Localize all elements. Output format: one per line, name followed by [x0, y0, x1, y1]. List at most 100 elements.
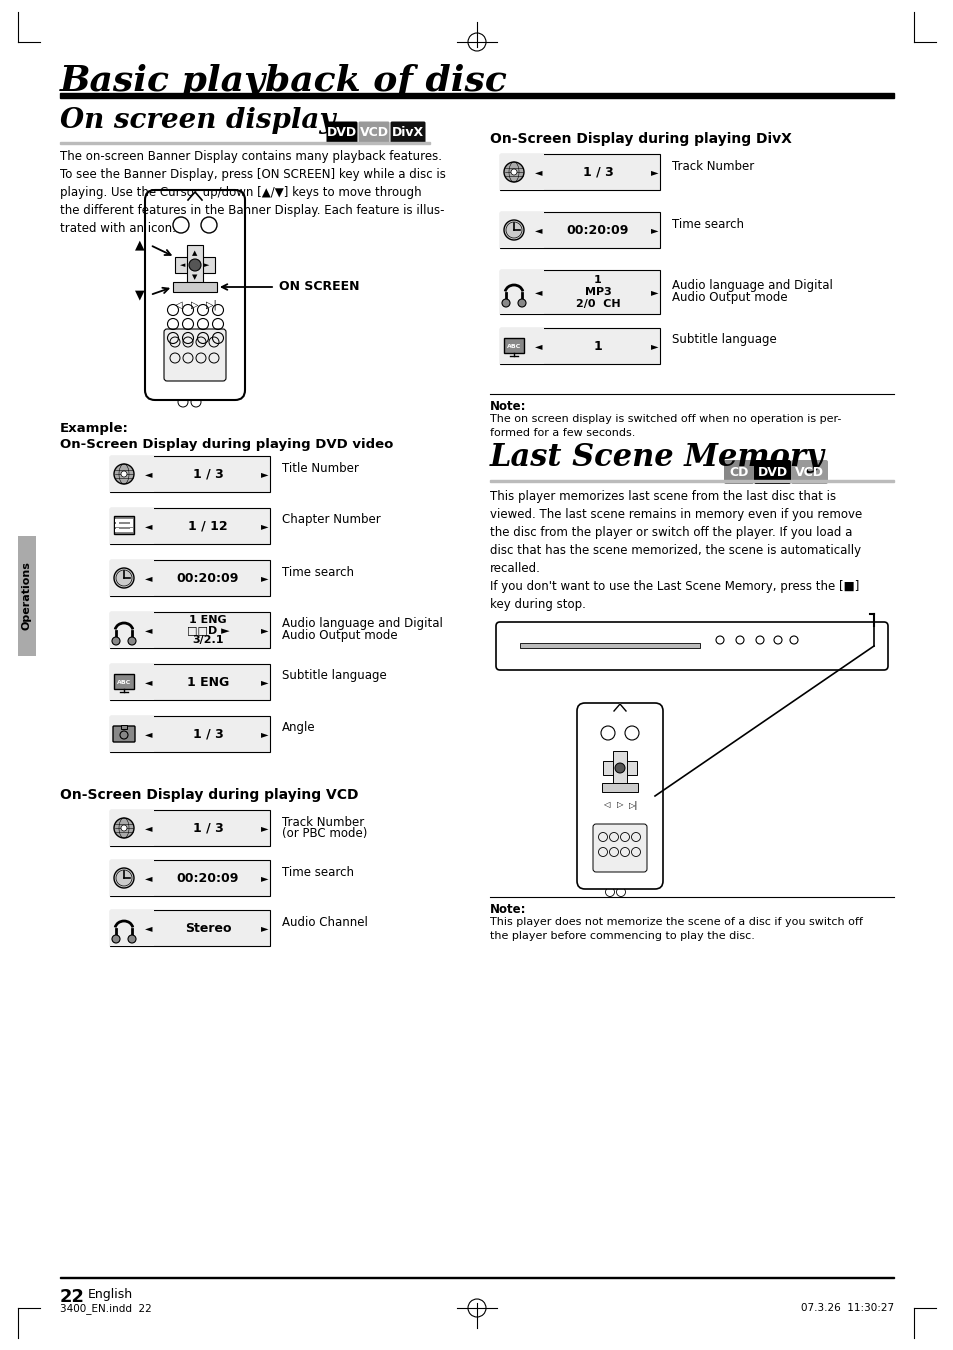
Text: ◄: ◄ — [145, 923, 152, 933]
Bar — [172, 282, 216, 292]
Bar — [110, 910, 153, 946]
Bar — [110, 716, 270, 752]
Bar — [499, 270, 543, 315]
Text: Title Number: Title Number — [282, 462, 358, 474]
Bar — [519, 643, 700, 648]
Bar — [499, 328, 659, 365]
Text: On-Screen Display during playing DivX: On-Screen Display during playing DivX — [490, 132, 791, 146]
FancyBboxPatch shape — [577, 703, 662, 890]
Text: On-Screen Display during playing VCD: On-Screen Display during playing VCD — [60, 788, 358, 802]
Circle shape — [113, 464, 133, 485]
Text: ABC: ABC — [506, 344, 520, 350]
FancyBboxPatch shape — [390, 122, 425, 143]
Text: DivX: DivX — [392, 126, 424, 139]
Circle shape — [113, 818, 133, 838]
Text: 00:20:09: 00:20:09 — [176, 872, 239, 884]
Bar — [499, 328, 543, 365]
Text: The on-screen Banner Display contains many playback features.
To see the Banner : The on-screen Banner Display contains ma… — [60, 150, 445, 235]
Bar — [110, 860, 153, 896]
Bar — [18, 536, 36, 656]
Text: ►: ► — [261, 625, 269, 634]
Text: VCD: VCD — [359, 126, 388, 139]
Text: ►: ► — [261, 468, 269, 479]
Text: 22: 22 — [60, 1288, 85, 1305]
Circle shape — [113, 868, 133, 888]
Bar — [110, 508, 270, 544]
Text: Operations: Operations — [22, 562, 32, 630]
Bar — [116, 520, 119, 524]
Bar — [110, 860, 270, 896]
Text: ►: ► — [651, 225, 659, 235]
Bar — [490, 481, 893, 482]
Bar — [110, 508, 153, 544]
Text: Audio Output mode: Audio Output mode — [671, 292, 787, 305]
FancyBboxPatch shape — [164, 329, 226, 381]
Text: ◄: ◄ — [145, 729, 152, 738]
Text: ◄: ◄ — [535, 167, 542, 177]
Text: ▲: ▲ — [135, 239, 145, 251]
FancyBboxPatch shape — [753, 460, 790, 485]
Bar — [499, 212, 543, 248]
Text: ▷: ▷ — [191, 300, 198, 310]
Text: ON SCREEN: ON SCREEN — [278, 281, 359, 293]
Text: ►: ► — [651, 167, 659, 177]
Text: 3400_EN.indd  22: 3400_EN.indd 22 — [60, 1303, 152, 1314]
Circle shape — [128, 936, 136, 944]
Bar — [130, 520, 132, 524]
Text: ◄: ◄ — [145, 468, 152, 479]
Text: Audio Channel: Audio Channel — [282, 915, 368, 929]
FancyBboxPatch shape — [145, 190, 245, 400]
Bar — [110, 664, 270, 701]
Text: ►: ► — [204, 262, 210, 269]
Circle shape — [615, 763, 624, 774]
Text: 2/0  CH: 2/0 CH — [575, 300, 619, 309]
Text: 1 / 3: 1 / 3 — [193, 822, 223, 834]
Text: 1: 1 — [594, 274, 601, 285]
Text: Example:: Example: — [60, 423, 129, 435]
Text: Audio Output mode: Audio Output mode — [282, 629, 397, 643]
Text: ▷|: ▷| — [206, 300, 216, 310]
Text: ►: ► — [261, 572, 269, 583]
Text: DVD: DVD — [757, 466, 787, 478]
Text: 1: 1 — [593, 339, 601, 352]
Text: Track Number: Track Number — [671, 159, 754, 173]
Text: ◁: ◁ — [175, 300, 183, 310]
Bar — [110, 810, 153, 846]
FancyBboxPatch shape — [593, 824, 646, 872]
Bar — [110, 560, 153, 595]
Text: 07.3.26  11:30:27: 07.3.26 11:30:27 — [800, 1303, 893, 1314]
Text: Track Number: Track Number — [282, 815, 364, 829]
Text: English: English — [88, 1288, 133, 1301]
Text: 1 / 12: 1 / 12 — [188, 520, 228, 532]
Bar — [499, 154, 543, 190]
Bar — [60, 93, 893, 99]
Bar — [110, 456, 270, 491]
Bar — [110, 456, 153, 491]
Bar — [115, 524, 132, 527]
Text: ◄: ◄ — [145, 873, 152, 883]
Text: 1 ENG: 1 ENG — [187, 675, 229, 688]
Text: 1 / 3: 1 / 3 — [193, 728, 223, 741]
Text: Time search: Time search — [671, 217, 743, 231]
Bar — [113, 516, 133, 535]
Bar — [110, 910, 270, 946]
Bar — [113, 674, 133, 688]
Bar — [110, 612, 270, 648]
Bar — [110, 612, 153, 648]
FancyBboxPatch shape — [326, 122, 357, 143]
Circle shape — [121, 471, 127, 477]
Text: Last Scene Memory: Last Scene Memory — [490, 441, 824, 472]
Text: ◄: ◄ — [145, 521, 152, 531]
Text: VCD: VCD — [794, 466, 823, 478]
Circle shape — [503, 162, 523, 182]
Polygon shape — [188, 192, 202, 200]
Text: 1 / 3: 1 / 3 — [582, 166, 613, 178]
Text: □□D ►: □□D ► — [187, 625, 229, 634]
Circle shape — [112, 637, 120, 645]
Bar — [602, 761, 637, 775]
Bar — [499, 154, 659, 190]
Text: DVD: DVD — [327, 126, 356, 139]
Text: ◄: ◄ — [145, 625, 152, 634]
Bar — [110, 810, 270, 846]
Bar — [187, 244, 203, 285]
